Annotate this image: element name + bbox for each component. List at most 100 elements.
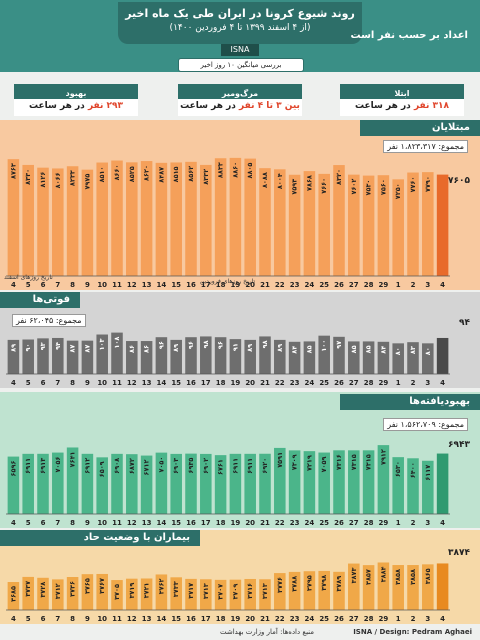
infected-bar-label: ۸۰۰۴: [276, 173, 284, 189]
critical-tick-label: 11: [112, 615, 122, 623]
deaths-bar: [229, 339, 242, 374]
critical-bar-label: ۳۸۵۸: [394, 569, 402, 585]
infected-bar-label: ۸۶۶۰: [113, 165, 121, 181]
critical-last-label: ۳۸۷۴: [448, 548, 470, 558]
recovered-tick-label: 24: [305, 519, 315, 527]
deaths-bar-label: ۹۸: [261, 340, 269, 348]
deaths-bar-label: ۸۳: [409, 346, 417, 354]
deaths-bar: [392, 343, 404, 374]
stat-unit: در هر ساعت: [28, 101, 88, 111]
critical-tick-label: 22: [275, 615, 285, 623]
recovered-tick-label: 16: [186, 519, 196, 527]
recovered-bar: [140, 455, 153, 514]
infected-tick-label: 20: [245, 281, 255, 289]
deaths-bar-label: ۸۴: [291, 346, 299, 354]
critical-bar-label: ۳۷۰۷: [217, 584, 225, 600]
infected-bar-label: ۸۰۸۸: [261, 172, 269, 188]
stat-value: ۲۹۳ نفر در هر ساعت: [14, 101, 138, 111]
recovered-bar: [96, 457, 108, 514]
critical-bar: [140, 578, 153, 610]
recovered-tick-label: 5: [26, 519, 31, 527]
deaths-tick-label: 7: [55, 379, 60, 387]
critical-bar-label: ۳۸۷۳: [350, 568, 358, 584]
recovered-tick-label: 20: [245, 519, 255, 527]
critical-bar: [37, 577, 49, 610]
footer: ISNA / Design: Pedram Aghaei منبع داده‌ه…: [0, 626, 480, 640]
infected-bar: [377, 175, 390, 276]
deaths-bar: [303, 341, 316, 374]
recovered-bar-label: ۶۴۰۰: [409, 462, 417, 478]
deaths-bar-label: ۸۰: [424, 347, 432, 355]
critical-tick-label: 7: [55, 615, 60, 623]
deaths-bar-label: ۸۴: [379, 346, 387, 354]
deaths-bar-label: ۸۹: [172, 344, 180, 352]
unit-note: اعداد بر حسب نفر است: [350, 30, 469, 41]
recovered-bar-label: ۶۹۲۰: [261, 458, 269, 474]
critical-bar-label: ۳۶۸۵: [9, 586, 17, 602]
infected-bar: [422, 172, 434, 276]
critical-tick-label: 9: [85, 615, 90, 623]
recovered-tick-label: 9: [85, 519, 90, 527]
recovered-total: مجموع: ۱،۵۶۲،۷۰۹ نفر: [383, 418, 468, 431]
infected-bar: [244, 158, 256, 276]
critical-bar: [407, 565, 419, 610]
infected-bar: [436, 174, 449, 276]
deaths-bar: [274, 339, 286, 374]
critical-bar-label: ۳۸۵۸: [409, 569, 417, 585]
stat-recovered: بهبود ۲۹۳ نفر در هر ساعت: [14, 84, 138, 116]
critical-tick-label: 26: [334, 615, 344, 623]
infected-bar-label: ۷۵۹۳: [291, 179, 299, 195]
critical-tick-label: 24: [305, 615, 315, 623]
critical-tick-label: 13: [142, 615, 152, 623]
infected-tick-label: 1: [396, 281, 401, 289]
recovered-bar-label: ۶۵۰۹: [98, 461, 106, 477]
critical-bar-label: ۳۷۶۲: [157, 578, 165, 594]
critical-bar: [259, 579, 271, 610]
deaths-tick-label: 27: [349, 379, 359, 387]
infected-bar: [52, 168, 64, 276]
infected-tick-label: 21: [260, 281, 270, 289]
critical-tick-label: 17: [201, 615, 211, 623]
recovered-tick-label: 14: [157, 519, 167, 527]
recovered-bar: [274, 447, 286, 514]
deaths-bar: [81, 340, 94, 374]
recovered-bar: [81, 453, 94, 514]
deaths-title: فوتی‌ها: [0, 292, 80, 308]
title-box: روند شیوع کرونا در ایران طی یک ماه اخیر …: [118, 2, 362, 44]
critical-bar: [244, 578, 256, 610]
infected-tick-label: 23: [290, 281, 300, 289]
deaths-bar: [52, 337, 64, 374]
recovered-tick-label: 4: [11, 519, 16, 527]
critical-tick-label: 1: [396, 615, 401, 623]
critical-bar: [318, 570, 330, 610]
recovered-bar: [392, 457, 404, 514]
footer-source: منبع داده‌ها: آمار وزارت بهداشت: [220, 628, 315, 636]
recovered-title: بهبودیافته‌ها: [340, 394, 480, 410]
deaths-bar-label: ۱۰۰: [320, 340, 328, 352]
infected-tick-label: 27: [349, 281, 359, 289]
average-title: بررسی میانگین ۱۰ روز اخیر: [178, 58, 304, 72]
infected-bar: [392, 179, 404, 276]
recovered-tick-label: 18: [216, 519, 226, 527]
infected-bar: [362, 175, 375, 276]
infected-tick-label: 24: [305, 281, 315, 289]
deaths-chart: ۸۹4۹۰5۹۳6۹۴7۸۷8۸۷9۱۰۳10۱۰۸11۸۶12۸۶13۹۶14…: [6, 332, 450, 387]
deaths-tick-label: 6: [41, 379, 46, 387]
deaths-bar-label: ۹۴: [54, 342, 62, 350]
deaths-tick-label: 19: [231, 379, 241, 387]
critical-tick-label: 18: [216, 615, 226, 623]
infected-last-label: ۷۶۰۵: [448, 176, 470, 186]
recovered-bar: [229, 453, 242, 514]
infected-bar-label: ۸۵۲۵: [128, 166, 136, 182]
infected-bar: [274, 169, 286, 276]
infected-bar: [288, 174, 301, 276]
infected-tick-label: 29: [379, 281, 389, 289]
critical-bar-label: ۳۷۰۹: [231, 584, 239, 600]
stat-label: ابتلا: [340, 88, 464, 99]
critical-bar-label: ۳۷۷۶: [276, 577, 284, 593]
deaths-bar-label: ۱۰۸: [113, 337, 121, 349]
critical-bar-label: ۳۷۱۲: [54, 583, 62, 599]
recovered-bar-label: ۶۵۹۶: [9, 461, 17, 477]
infected-tick-label: 12: [127, 281, 137, 289]
recovered-bar: [288, 450, 301, 514]
